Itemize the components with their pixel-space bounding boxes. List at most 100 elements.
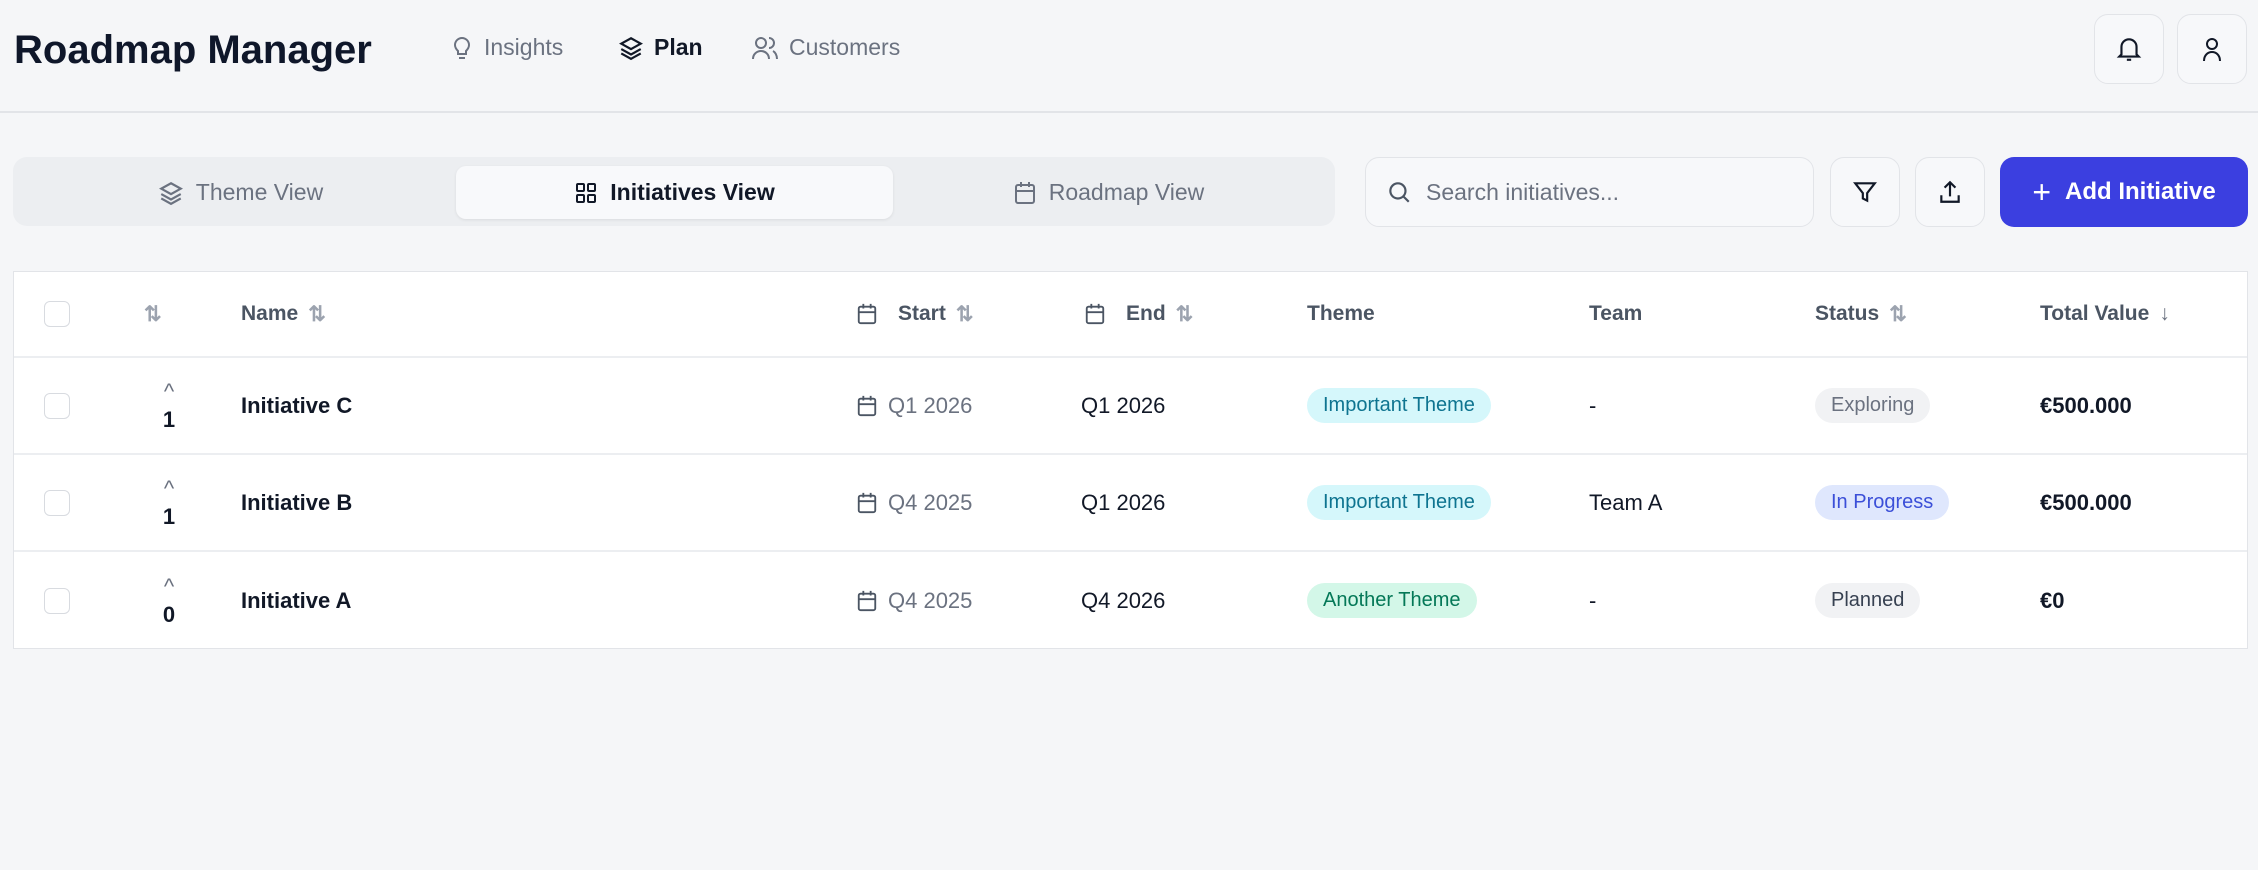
filter-button[interactable] (1830, 157, 1900, 227)
status-badge: In Progress (1815, 485, 1950, 520)
start-cell[interactable]: Q4 2025 (856, 552, 972, 649)
nav-insights-label: Insights (484, 34, 564, 60)
vote-control: ^ 0 (154, 552, 184, 649)
user-menu-button[interactable] (2177, 14, 2247, 84)
nav-plan-label: Plan (654, 34, 703, 60)
grid-icon (574, 181, 598, 205)
header-name[interactable]: Name ⇅ (241, 272, 326, 356)
team: Team A (1589, 489, 1663, 515)
calendar-icon (856, 302, 878, 326)
nav-insights[interactable]: Insights (450, 34, 563, 61)
sort-icon: ⇅ (308, 302, 326, 326)
table-row[interactable]: ^ 0 Initiative A Q4 2025 Q4 2026 Another … (14, 552, 2247, 649)
export-button[interactable] (1915, 157, 1985, 227)
vote-control: ^ 1 (154, 455, 184, 550)
calendar-icon (856, 589, 878, 613)
theme-badge: Important Theme (1307, 388, 1491, 423)
add-initiative-button[interactable]: + Add Initiative (2000, 157, 2248, 227)
vote-control: ^ 1 (154, 358, 184, 453)
start-date: Q4 2025 (888, 587, 973, 613)
initiative-name[interactable]: Initiative A (241, 587, 352, 613)
calendar-icon (856, 491, 878, 515)
sort-icon: ⇅ (955, 302, 974, 326)
calendar-icon (856, 394, 878, 418)
header-label: Theme (1307, 302, 1375, 325)
initiatives-table: ⇅ Name ⇅ Start ⇅ End ⇅ Theme Team Status ⇅ T… (13, 271, 2248, 649)
sort-icon: ⇅ (1889, 302, 1907, 326)
view-switcher: Theme View Initiatives View Roadmap View (13, 157, 1335, 226)
header-label: Team (1589, 302, 1643, 325)
vote-count: 1 (162, 406, 176, 432)
upvote-chevron-icon[interactable]: ^ (163, 475, 175, 501)
select-all-checkbox[interactable] (44, 301, 70, 327)
upload-icon (1937, 179, 1963, 205)
filter-icon (1852, 179, 1878, 205)
header-total-value[interactable]: Total Value ↓ (2040, 272, 2170, 356)
sort-icon: ⇅ (144, 302, 162, 326)
search-input[interactable] (1426, 178, 1786, 206)
top-bar: Roadmap Manager Insights Plan Customers (0, 0, 2258, 113)
start-date: Q4 2025 (888, 489, 973, 515)
end-date: Q1 2026 (1081, 489, 1166, 515)
status-badge: Planned (1815, 583, 1921, 618)
arrow-down-icon: ↓ (2159, 302, 2170, 325)
total-value: €500.000 (2040, 392, 2132, 418)
header-status[interactable]: Status ⇅ (1815, 272, 1907, 356)
theme-badge: Another Theme (1307, 583, 1477, 618)
header-label: End (1126, 302, 1166, 325)
initiative-name[interactable]: Initiative C (241, 392, 353, 418)
tab-label: Roadmap View (1048, 179, 1205, 205)
votes-sort-button[interactable]: ⇅ (144, 272, 162, 356)
team: - (1589, 587, 1597, 613)
layers-icon (618, 35, 644, 61)
tab-initiatives-view[interactable]: Initiatives View (456, 166, 893, 219)
tab-roadmap-view[interactable]: Roadmap View (890, 166, 1327, 219)
start-cell[interactable]: Q1 2026 (856, 358, 972, 453)
initiative-name[interactable]: Initiative B (241, 489, 353, 515)
tab-label: Initiatives View (610, 179, 775, 205)
bell-icon (2116, 35, 2142, 63)
tab-theme-view[interactable]: Theme View (22, 166, 459, 219)
sort-icon: ⇅ (1175, 302, 1194, 326)
nav-customers-label: Customers (789, 34, 901, 60)
header-start[interactable]: Start ⇅ (856, 272, 973, 356)
calendar-icon (1084, 302, 1106, 326)
total-value: €0 (2040, 587, 2065, 613)
search-box (1365, 157, 1814, 227)
table-header: ⇅ Name ⇅ Start ⇅ End ⇅ Theme Team Status ⇅ T… (14, 272, 2247, 358)
header-theme: Theme (1307, 272, 1375, 356)
end-date: Q4 2026 (1081, 587, 1166, 613)
user-icon (2200, 36, 2224, 62)
app-title: Roadmap Manager (14, 28, 372, 72)
vote-count: 1 (162, 503, 176, 529)
row-checkbox[interactable] (44, 392, 70, 419)
start-cell[interactable]: Q4 2025 (856, 455, 972, 550)
team: - (1589, 392, 1597, 418)
row-checkbox[interactable] (44, 587, 70, 614)
row-checkbox[interactable] (44, 489, 70, 516)
status-badge: Exploring (1815, 388, 1931, 423)
users-icon (751, 35, 779, 61)
header-label: Name (241, 302, 299, 325)
table-row[interactable]: ^ 1 Initiative C Q1 2026 Q1 2026 Importan… (14, 358, 2247, 455)
search-icon (1386, 179, 1412, 205)
theme-badge: Important Theme (1307, 485, 1491, 520)
nav-customers[interactable]: Customers (751, 34, 900, 61)
header-end[interactable]: End ⇅ (1084, 272, 1193, 356)
plus-icon: + (2032, 173, 2051, 210)
calendar-icon (1013, 180, 1037, 206)
upvote-chevron-icon[interactable]: ^ (163, 573, 175, 599)
nav-plan[interactable]: Plan (618, 34, 703, 61)
lightbulb-icon (450, 35, 474, 61)
start-date: Q1 2026 (888, 392, 973, 418)
layers-icon (158, 180, 184, 206)
vote-count: 0 (162, 601, 176, 627)
add-initiative-label: Add Initiative (2065, 178, 2216, 205)
header-label: Total Value (2040, 302, 2150, 325)
upvote-chevron-icon[interactable]: ^ (163, 378, 175, 404)
header-team: Team (1589, 272, 1642, 356)
table-row[interactable]: ^ 1 Initiative B Q4 2025 Q1 2026 Importan… (14, 455, 2247, 552)
tab-label: Theme View (195, 179, 324, 205)
notifications-button[interactable] (2094, 14, 2164, 84)
header-label: Start (898, 302, 946, 325)
